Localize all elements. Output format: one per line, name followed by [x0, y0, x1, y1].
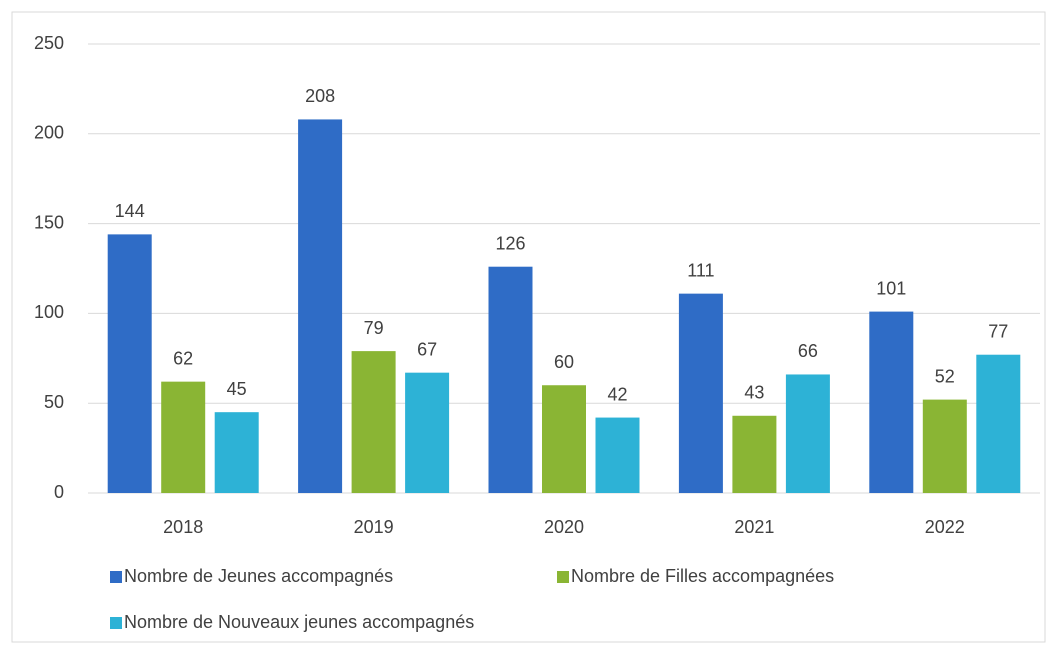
y-tick-label: 100 [34, 302, 64, 322]
y-tick-label: 150 [34, 212, 64, 232]
y-tick-label: 0 [54, 482, 64, 502]
data-label: 208 [305, 86, 335, 106]
bar [785, 374, 830, 493]
x-tick-label: 2021 [734, 517, 774, 537]
data-label: 144 [115, 201, 145, 221]
bar [488, 266, 533, 493]
x-tick-label: 2022 [925, 517, 965, 537]
data-label: 67 [417, 339, 437, 359]
data-label: 101 [876, 278, 906, 298]
bar [542, 385, 586, 493]
data-label: 126 [495, 233, 525, 253]
legend-label: Nombre de Nouveaux jeunes accompagnés [124, 612, 474, 632]
legend-label: Nombre de Jeunes accompagnés [124, 566, 393, 586]
data-label: 42 [607, 384, 627, 404]
bar [922, 399, 967, 493]
data-label: 77 [988, 321, 1008, 341]
data-label: 111 [687, 260, 714, 280]
data-label: 60 [554, 352, 574, 372]
data-label: 45 [227, 379, 247, 399]
x-tick-label: 2018 [163, 517, 203, 537]
x-tick-label: 2020 [544, 517, 584, 537]
bar [595, 417, 640, 493]
bar [678, 293, 723, 493]
x-tick-label: 2019 [354, 517, 394, 537]
y-tick-label: 250 [34, 33, 64, 53]
data-label: 43 [744, 383, 764, 403]
y-tick-label: 200 [34, 123, 64, 143]
data-label: 66 [798, 341, 818, 361]
bar [869, 311, 914, 493]
data-label: 79 [364, 318, 384, 338]
bar [161, 381, 206, 493]
y-tick-label: 50 [44, 392, 64, 412]
bar [405, 372, 450, 493]
legend-label: Nombre de Filles accompagnées [571, 566, 834, 586]
bar [351, 351, 396, 493]
data-label: 62 [173, 348, 193, 368]
bar [732, 415, 777, 493]
legend-swatch [110, 571, 122, 583]
legend-swatch [110, 617, 122, 629]
legend-swatch [557, 571, 569, 583]
bar [976, 354, 1021, 493]
bar [107, 234, 152, 493]
bar [214, 412, 259, 493]
bar [298, 119, 343, 493]
data-label: 52 [935, 366, 955, 386]
